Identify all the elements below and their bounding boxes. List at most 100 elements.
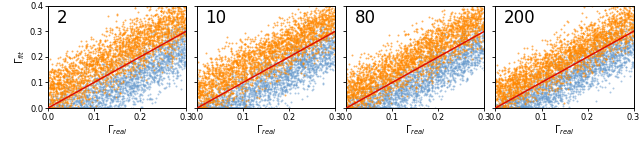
Point	[103, 77, 113, 79]
Point	[79, 106, 89, 108]
Point	[438, 72, 449, 75]
Point	[74, 45, 84, 47]
Point	[498, 87, 508, 89]
Point	[591, 48, 602, 50]
Point	[105, 44, 115, 46]
Point	[438, 43, 449, 46]
Point	[381, 76, 391, 78]
Point	[355, 79, 365, 81]
Point	[126, 79, 136, 81]
Point	[543, 88, 554, 90]
Point	[426, 58, 436, 60]
Point	[128, 84, 138, 86]
Point	[616, 20, 626, 22]
Point	[202, 92, 212, 94]
Point	[597, 28, 607, 30]
Point	[196, 89, 207, 91]
Point	[523, 102, 533, 104]
Point	[622, 51, 632, 53]
Point	[95, 81, 106, 83]
Point	[317, 38, 328, 40]
Point	[475, 64, 485, 67]
Point	[243, 58, 253, 60]
Point	[355, 106, 365, 108]
Point	[566, 77, 577, 79]
Point	[259, 66, 269, 69]
Point	[146, 25, 156, 27]
Point	[450, 19, 460, 21]
Point	[317, 48, 328, 50]
Point	[414, 54, 424, 57]
Point	[479, 19, 489, 22]
Point	[502, 85, 513, 88]
Point	[579, 85, 589, 88]
Point	[65, 93, 75, 96]
Point	[555, 70, 565, 72]
Point	[499, 107, 509, 109]
Point	[219, 87, 229, 90]
Point	[61, 106, 71, 108]
Point	[500, 89, 510, 91]
Point	[492, 97, 502, 100]
Point	[84, 45, 95, 48]
Point	[406, 73, 417, 76]
Point	[522, 47, 532, 50]
Point	[162, 3, 172, 5]
Point	[207, 101, 217, 104]
Point	[127, 66, 137, 68]
Point	[52, 74, 63, 76]
Point	[60, 107, 70, 109]
Point	[111, 95, 122, 98]
Point	[225, 78, 236, 80]
Point	[559, 75, 569, 77]
Point	[303, 85, 314, 87]
Point	[240, 94, 250, 96]
Point	[204, 107, 214, 109]
Point	[349, 101, 360, 103]
Point	[159, 27, 170, 29]
Point	[326, 39, 337, 41]
Point	[507, 83, 517, 85]
Point	[207, 100, 217, 102]
Point	[291, 58, 301, 60]
Point	[61, 100, 72, 103]
Point	[460, 12, 470, 14]
Point	[541, 70, 551, 73]
Point	[294, 49, 305, 52]
Point	[420, 79, 430, 81]
Point	[618, 14, 628, 17]
Point	[273, 63, 284, 66]
Point	[283, 75, 293, 77]
Point	[607, 36, 617, 39]
Point	[410, 46, 420, 49]
Point	[268, 65, 278, 68]
Point	[362, 70, 372, 72]
Point	[216, 101, 226, 103]
Point	[349, 100, 359, 102]
Point	[378, 85, 388, 87]
Point	[535, 96, 545, 99]
Point	[450, 49, 460, 52]
Point	[543, 88, 554, 91]
Point	[212, 107, 222, 109]
Point	[106, 26, 116, 29]
Point	[61, 54, 71, 56]
Point	[269, 54, 280, 56]
Point	[298, 39, 308, 41]
Point	[105, 75, 115, 77]
Point	[79, 107, 89, 109]
Point	[250, 83, 260, 86]
Point	[388, 82, 399, 84]
Point	[346, 107, 356, 109]
Point	[375, 107, 385, 109]
Point	[70, 92, 81, 95]
Point	[459, 67, 469, 69]
Point	[493, 96, 503, 98]
Point	[400, 84, 410, 86]
Point	[137, 71, 147, 73]
Point	[511, 107, 521, 109]
Point	[57, 96, 67, 98]
Point	[262, 71, 272, 74]
Point	[504, 107, 515, 109]
Point	[543, 97, 553, 100]
